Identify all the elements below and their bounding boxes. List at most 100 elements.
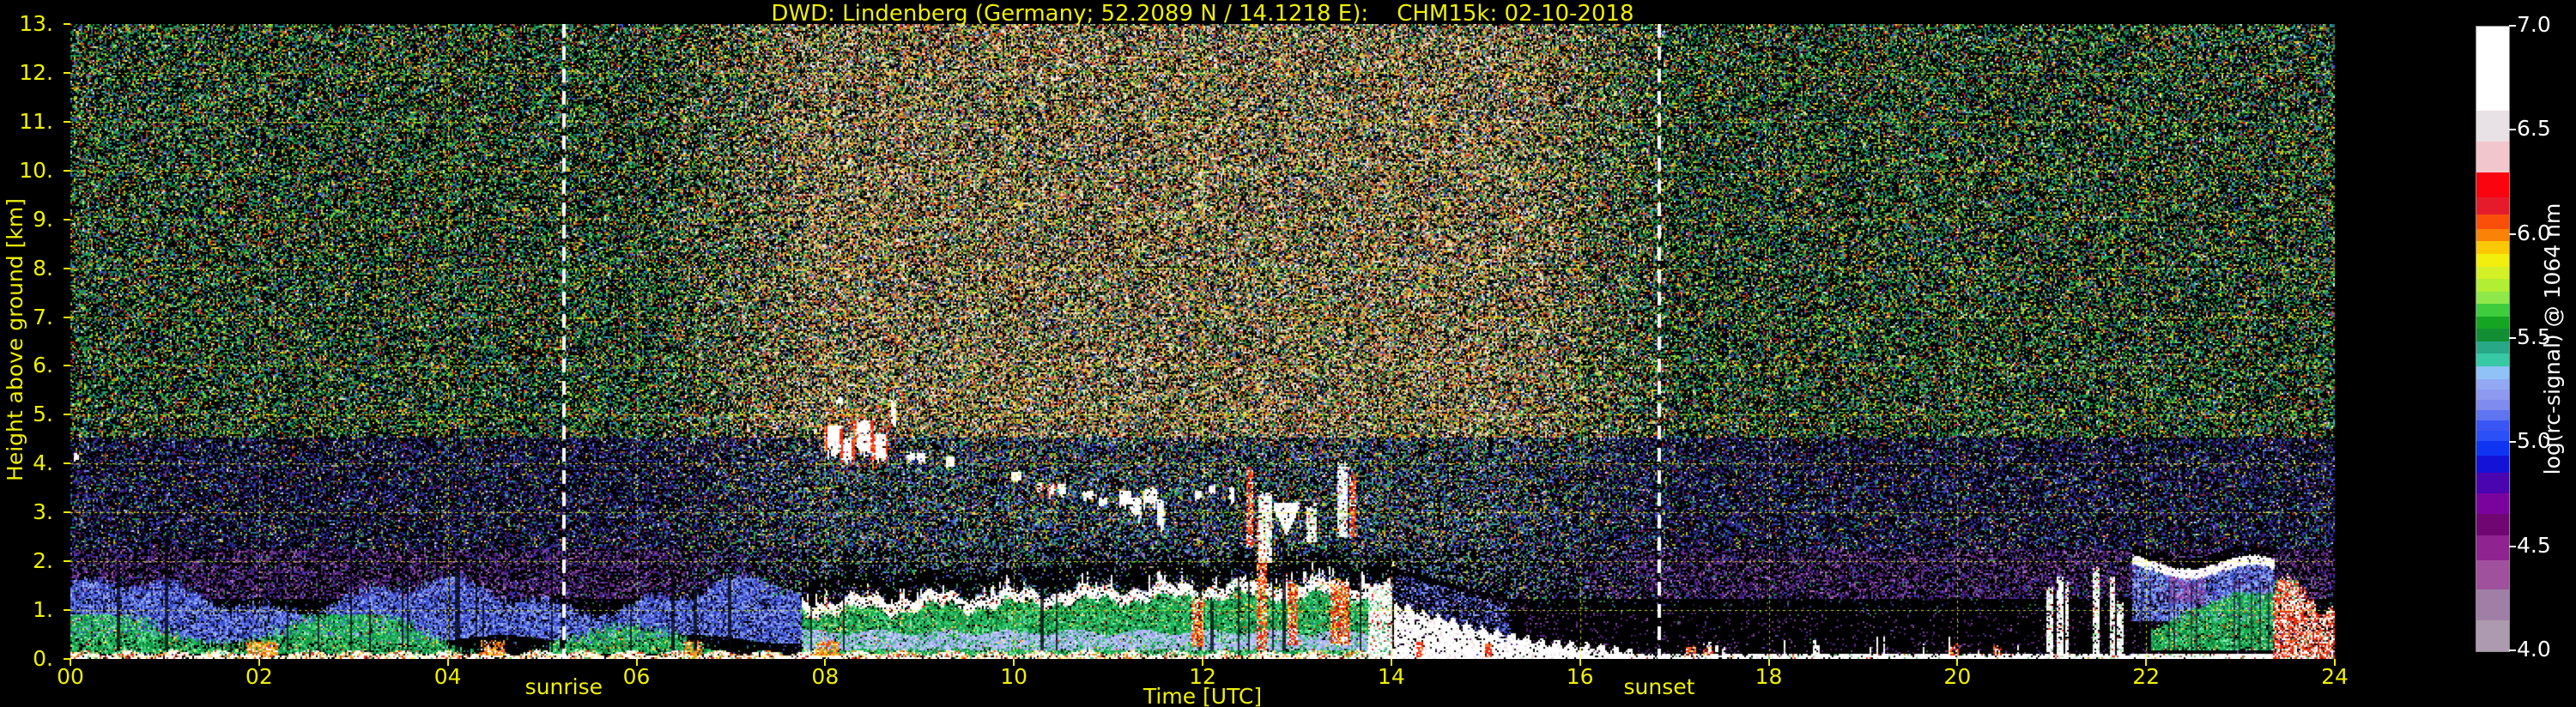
y-tick-mark bbox=[64, 658, 70, 660]
x-tick-mark bbox=[1013, 659, 1015, 666]
x-tick-mark bbox=[1956, 659, 1959, 666]
y-tick-label: 6. bbox=[33, 353, 53, 378]
x-tick-label: 00 bbox=[57, 664, 84, 689]
x-tick-label: 20 bbox=[1943, 664, 1972, 689]
x-tick-mark bbox=[1390, 659, 1392, 666]
y-tick-mark bbox=[64, 462, 70, 465]
colorbar-title: log(rc-signal) @ 1064 nm bbox=[2540, 202, 2565, 475]
y-tick-label: 1. bbox=[33, 597, 53, 623]
y-tick-label: 12. bbox=[19, 59, 53, 85]
colorbar-block bbox=[2476, 455, 2509, 473]
plot-title: DWD: Lindenberg (Germany; 52.2089 N / 14… bbox=[771, 1, 1634, 27]
colorbar-block bbox=[2476, 389, 2509, 400]
colorbar-tick-mark bbox=[2509, 441, 2516, 444]
y-tick-mark bbox=[64, 71, 70, 74]
colorbar-block bbox=[2476, 420, 2509, 432]
colorbar-block bbox=[2476, 409, 2509, 421]
colorbar-tick-label: 5.0 bbox=[2517, 428, 2551, 454]
x-tick-mark bbox=[1202, 659, 1203, 666]
colorbar-tick-mark bbox=[2509, 129, 2516, 131]
colorbar-tick-label: 6.5 bbox=[2517, 116, 2551, 142]
heatmap-canvas bbox=[70, 24, 2335, 659]
y-tick-label: 10. bbox=[19, 157, 53, 183]
sunrise-label: sunrise bbox=[524, 674, 603, 699]
x-axis-title: Time [UTC] bbox=[1143, 684, 1263, 707]
y-tick-mark bbox=[64, 218, 70, 221]
colorbar-block bbox=[2476, 316, 2509, 329]
colorbar-block bbox=[2476, 353, 2509, 367]
colorbar-tick-label: 4.0 bbox=[2517, 637, 2551, 662]
colorbar-block bbox=[2476, 214, 2509, 229]
colorbar-tick-mark bbox=[2509, 233, 2516, 235]
x-tick-mark bbox=[70, 659, 71, 666]
x-tick-label: 04 bbox=[433, 664, 462, 689]
colorbar-block bbox=[2476, 399, 2509, 410]
x-tick-mark bbox=[2334, 659, 2336, 666]
x-tick-mark bbox=[446, 659, 449, 666]
y-tick-mark bbox=[64, 316, 70, 318]
x-tick-label: 08 bbox=[811, 664, 839, 689]
colorbar-tick-label: 4.5 bbox=[2517, 532, 2551, 558]
x-tick-label: 16 bbox=[1566, 664, 1594, 689]
x-tick-label: 10 bbox=[1000, 664, 1028, 689]
y-tick-mark bbox=[64, 609, 70, 612]
y-tick-mark bbox=[64, 560, 70, 563]
x-tick-mark bbox=[1767, 659, 1770, 666]
x-tick-mark bbox=[824, 659, 827, 666]
x-tick-mark bbox=[635, 659, 638, 666]
y-tick-mark bbox=[64, 365, 70, 367]
colorbar bbox=[2476, 26, 2510, 652]
colorbar-block bbox=[2476, 266, 2509, 280]
y-tick-label: 7. bbox=[33, 304, 53, 329]
y-tick-mark bbox=[64, 169, 70, 172]
colorbar-block bbox=[2476, 141, 2509, 173]
y-tick-label: 11. bbox=[19, 108, 53, 134]
y-tick-label: 0. bbox=[33, 646, 53, 671]
x-tick-label: 06 bbox=[622, 664, 651, 689]
colorbar-tick-label: 7.0 bbox=[2517, 12, 2551, 37]
colorbar-tick-label: 5.5 bbox=[2517, 324, 2551, 349]
colorbar-block bbox=[2476, 303, 2509, 317]
y-tick-label: 4. bbox=[33, 450, 53, 476]
y-tick-mark bbox=[64, 267, 70, 269]
y-tick-label: 13. bbox=[19, 11, 53, 36]
y-tick-label: 5. bbox=[33, 402, 53, 427]
colorbar-block bbox=[2476, 366, 2509, 379]
colorbar-block bbox=[2476, 110, 2509, 142]
x-tick-mark bbox=[2145, 659, 2148, 666]
y-tick-mark bbox=[64, 23, 70, 25]
y-tick-label: 3. bbox=[33, 499, 53, 525]
y-tick-mark bbox=[64, 120, 70, 123]
y-tick-mark bbox=[64, 414, 70, 416]
x-tick-label: 22 bbox=[2132, 664, 2161, 689]
x-tick-label: 14 bbox=[1377, 664, 1405, 689]
colorbar-block bbox=[2476, 240, 2509, 254]
x-tick-label: 18 bbox=[1755, 664, 1783, 689]
colorbar-tick-mark bbox=[2509, 545, 2516, 547]
colorbar-block bbox=[2476, 535, 2509, 560]
colorbar-tick-mark bbox=[2509, 337, 2516, 339]
colorbar-block bbox=[2476, 27, 2509, 111]
x-tick-label: 24 bbox=[2321, 664, 2349, 689]
colorbar-block bbox=[2476, 278, 2509, 292]
y-axis-title: Height above ground [km] bbox=[3, 198, 27, 481]
colorbar-block bbox=[2476, 513, 2509, 535]
x-tick-mark bbox=[1579, 659, 1581, 666]
colorbar-tick-mark bbox=[2509, 25, 2516, 27]
colorbar-block bbox=[2476, 440, 2509, 456]
colorbar-block bbox=[2476, 291, 2509, 305]
x-tick-label: 12 bbox=[1189, 664, 1216, 689]
colorbar-block bbox=[2476, 172, 2509, 198]
colorbar-block bbox=[2476, 492, 2509, 515]
x-tick-mark bbox=[258, 659, 260, 666]
colorbar-block bbox=[2476, 619, 2509, 652]
colorbar-block bbox=[2476, 341, 2509, 354]
y-tick-label: 9. bbox=[33, 206, 53, 232]
colorbar-block bbox=[2476, 589, 2509, 621]
colorbar-tick-label: 6.0 bbox=[2517, 220, 2551, 245]
colorbar-block bbox=[2476, 253, 2509, 267]
colorbar-block bbox=[2476, 328, 2509, 341]
colorbar-block bbox=[2476, 228, 2509, 242]
colorbar-block bbox=[2476, 559, 2509, 589]
